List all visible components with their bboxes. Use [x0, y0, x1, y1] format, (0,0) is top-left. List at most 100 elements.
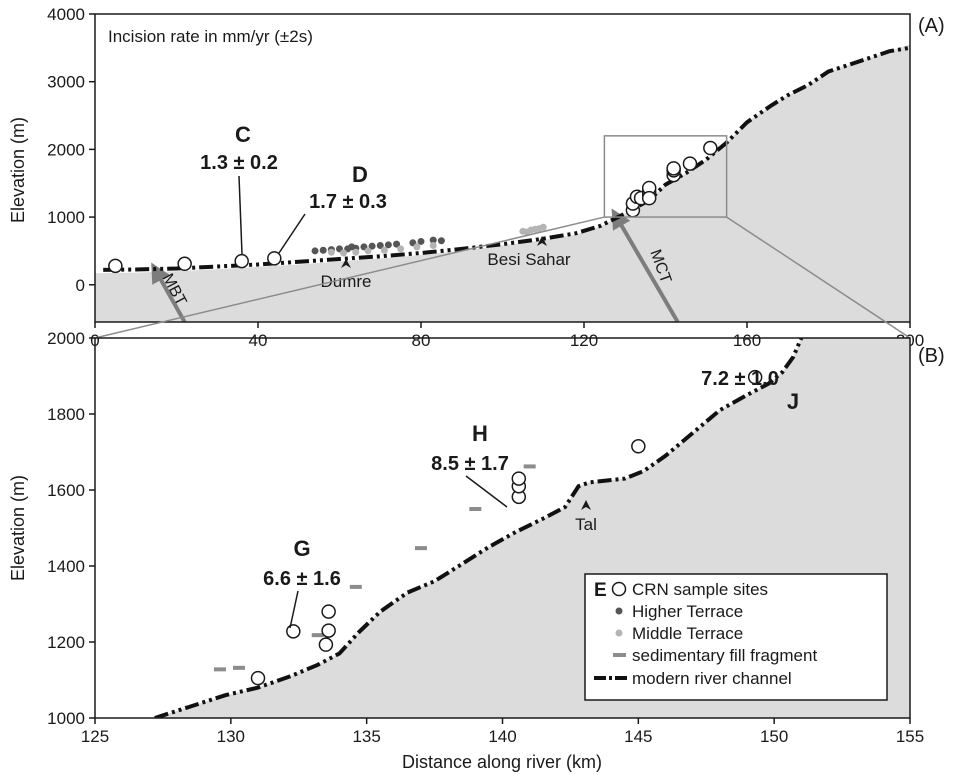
panel-b-y-ticks: 1000 1200 1400 1600 1800 2000: [47, 329, 95, 728]
fault-arrow-mct: [611, 208, 680, 322]
panel-a-note: Incision rate in mm/yr (±2s): [108, 27, 313, 46]
panel-a-terrain-fill: [95, 44, 910, 322]
higher-terrace-point: [319, 246, 327, 254]
middle-terrace-point: [352, 248, 360, 256]
x-tick-label: 155: [896, 727, 924, 746]
connector-left: [94, 216, 605, 339]
site-d-rate: 1.7 ± 0.3: [309, 191, 387, 213]
crn-site-marker: [682, 156, 698, 171]
crn-site-marker: [511, 471, 527, 486]
panel-b: 125 130 135 140 145 150 155 1000 1200 1400 1600 18…: [8, 329, 945, 772]
higher-terrace-point: [376, 242, 384, 250]
y-tick-label: 1000: [47, 709, 85, 728]
place-dumre: Dumre: [320, 272, 371, 291]
x-tick-label: 120: [570, 331, 598, 350]
crn-site-marker: [747, 369, 763, 385]
middle-terrace-point: [539, 223, 547, 231]
x-tick-label: 160: [733, 331, 761, 350]
site-h-letter: H: [472, 421, 488, 446]
site-g-rate: 6.6 ± 1.6: [263, 568, 341, 590]
panel-a-y-label: Elevation (m): [8, 117, 28, 223]
crn-site-marker: [318, 637, 334, 652]
besi-sahar-arrow-icon: [537, 236, 547, 246]
higher-terrace-point: [393, 240, 401, 248]
place-tal: Tal: [575, 515, 597, 534]
crn-site-marker: [250, 670, 266, 686]
panel-a-faults: [151, 208, 680, 322]
panel-b-x-label: Distance along river (km): [402, 752, 602, 772]
legend-crn-marker-icon: [611, 581, 627, 597]
legend-label-middle-terrace: Middle Terrace: [632, 624, 743, 643]
higher-terrace-point: [437, 237, 445, 245]
legend-label-river-channel: modern river channel: [632, 669, 792, 688]
dumre-arrow-icon: [341, 259, 351, 268]
panel-a-y-ticks: 0 1000 2000 3000 4000: [47, 5, 95, 295]
higher-terrace-point: [368, 242, 376, 250]
middle-terrace-point: [364, 247, 372, 255]
y-tick-label: 1800: [47, 405, 85, 424]
y-tick-label: 4000: [47, 5, 85, 24]
site-c-leader-line: [238, 175, 243, 255]
panel-a-tag: (A): [918, 15, 945, 37]
middle-terrace-point: [397, 245, 405, 253]
middle-terrace-point: [429, 242, 437, 250]
y-tick-label: 1200: [47, 633, 85, 652]
y-tick-label: 1400: [47, 557, 85, 576]
x-tick-label: 80: [412, 331, 431, 350]
crn-site-marker: [631, 439, 646, 454]
panel-b-y-label: Elevation (m): [8, 475, 28, 581]
site-h-leader-line: [465, 475, 508, 508]
y-tick-label: 2000: [47, 329, 85, 348]
legend-label-fill-fragment: sedimentary fill fragment: [632, 646, 817, 665]
crn-site-marker: [321, 604, 336, 619]
site-j-letter: J: [787, 389, 799, 414]
higher-terrace-point: [384, 241, 392, 249]
legend: E CRN sample sites Higher Terrace Middle…: [584, 573, 888, 701]
site-h-rate: 8.5 ± 1.7: [431, 453, 509, 475]
legend-label-crn: CRN sample sites: [632, 580, 768, 599]
x-tick-label: 40: [249, 331, 268, 350]
panel-b-river-channel: [154, 338, 804, 718]
crn-site-marker: [177, 256, 192, 272]
x-tick-label: 130: [217, 727, 245, 746]
x-tick-label: 135: [352, 727, 380, 746]
legend-middle-terrace-marker-icon: [615, 629, 623, 637]
higher-terrace-point: [429, 236, 437, 244]
site-g-leader-line: [289, 590, 299, 629]
y-tick-label: 2000: [47, 140, 85, 159]
crn-site-marker: [641, 190, 657, 206]
place-besi-sahar: Besi Sahar: [487, 250, 570, 269]
panel-a-middle-terrace: [327, 223, 547, 257]
panel-b-crn-sites: [250, 369, 763, 686]
x-tick-label: 145: [624, 727, 652, 746]
crn-site-marker: [108, 258, 123, 274]
site-g-letter: G: [293, 536, 310, 561]
site-c-letter: C: [235, 122, 251, 147]
fault-arrow-mbt: [151, 262, 187, 322]
panel-b-x-ticks: 125 130 135 140 145 150 155: [81, 718, 924, 746]
site-c-rate: 1.3 ± 0.2: [200, 152, 278, 174]
connector-right: [726, 216, 911, 339]
crn-site-marker: [286, 624, 301, 639]
site-d-leader-line: [278, 213, 306, 254]
x-tick-label: 150: [760, 727, 788, 746]
panel-a-x-ticks: 04080120160200: [90, 322, 924, 350]
y-tick-label: 3000: [47, 73, 85, 92]
crn-site-marker: [703, 140, 718, 156]
y-tick-label: 0: [76, 276, 85, 295]
middle-terrace-point: [340, 249, 348, 257]
x-tick-label: 125: [81, 727, 109, 746]
crn-site-marker: [321, 623, 336, 638]
panel-b-tag: (B): [918, 345, 945, 367]
crn-site-marker: [234, 253, 249, 269]
crn-site-marker: [267, 251, 282, 266]
site-d-letter: D: [352, 162, 368, 187]
site-j-rate: 7.2 ± 1.0: [701, 368, 779, 390]
legend-label-higher-terrace: Higher Terrace: [632, 602, 743, 621]
crn-site-marker: [666, 161, 681, 176]
middle-terrace-point: [413, 243, 421, 251]
middle-terrace-point: [327, 248, 335, 256]
panel-b-sedimentary-fill: [213, 464, 536, 672]
